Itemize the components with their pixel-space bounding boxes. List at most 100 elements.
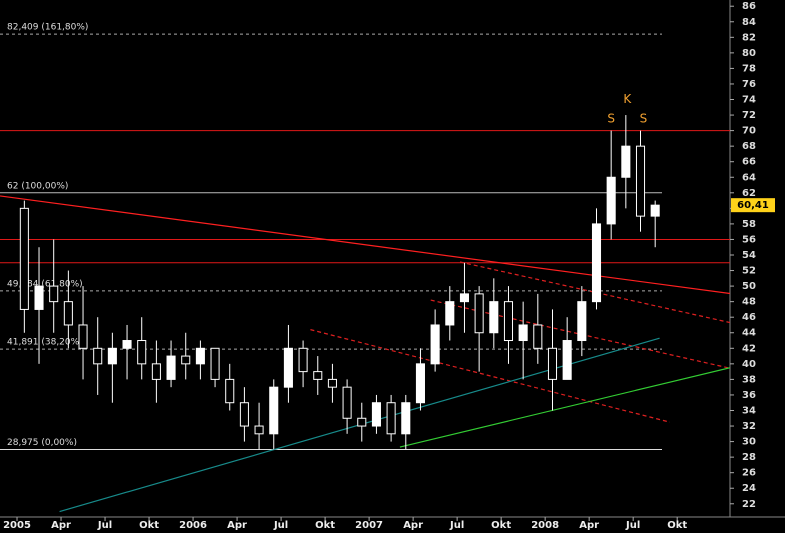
candle-body	[210, 347, 220, 380]
candle-body	[621, 145, 631, 178]
y-tick-label: 48	[742, 297, 756, 308]
x-tick-label: 2005	[3, 520, 31, 531]
y-tick-label: 64	[742, 172, 756, 183]
y-tick-label: 76	[742, 79, 756, 90]
candle-body	[635, 145, 646, 217]
candle-body	[489, 301, 499, 334]
trend-line	[0, 195, 730, 295]
x-tick-label: Apr	[403, 520, 423, 531]
y-tick-label: 82	[742, 32, 756, 43]
y-tick-label: 54	[742, 250, 756, 261]
y-tick-label: 28	[742, 452, 756, 463]
candle-body	[474, 293, 484, 334]
candle-body	[166, 355, 176, 380]
x-tick-label: 2008	[531, 520, 559, 531]
plot-area: 82,409 (161,80%) 62 (100,00%) 49,384 (61,8…	[0, 23, 730, 513]
candle-body	[34, 285, 44, 310]
candle-body	[19, 207, 29, 310]
y-tick-label: 86	[742, 1, 756, 12]
y-tick-label: 26	[742, 468, 756, 479]
x-tick-label: Jul	[273, 520, 288, 531]
candle-body	[195, 347, 205, 365]
level-label: 28,975 (0,00%)	[7, 438, 77, 448]
annotation: S	[607, 111, 615, 125]
candle-body	[122, 340, 132, 349]
candle-body	[269, 386, 279, 435]
candle-body	[298, 347, 308, 373]
price-label: 60,41	[737, 200, 769, 211]
y-tick-label: 66	[742, 157, 756, 168]
level-label: 49,384 (61,80%)	[7, 279, 83, 289]
price-label-box	[731, 198, 775, 213]
y-tick-label: 56	[742, 234, 756, 245]
candle-body	[327, 378, 337, 388]
candle-body	[283, 347, 293, 388]
candle-body	[533, 324, 543, 349]
y-tick-label: 78	[742, 63, 756, 74]
candle-body	[371, 402, 381, 427]
x-tick-label: Jul	[97, 520, 112, 531]
candle-body	[547, 347, 558, 380]
candle-body	[577, 301, 587, 342]
candle-body	[591, 223, 602, 303]
candle-body	[562, 340, 572, 380]
x-tick-label: Jul	[449, 520, 464, 531]
candle-body	[357, 417, 367, 427]
y-tick-label: 42	[742, 343, 756, 354]
y-tick-label: 22	[742, 499, 756, 510]
x-tick-label: Apr	[227, 520, 247, 531]
candle-body	[342, 386, 352, 419]
x-tick-label: Okt	[315, 520, 335, 531]
candle-body	[518, 324, 528, 342]
x-tick-label: 2006	[179, 520, 207, 531]
y-tick-label: 46	[742, 312, 756, 323]
candle-body	[137, 340, 147, 365]
candle-body	[386, 402, 396, 435]
candle-body	[415, 363, 425, 404]
candle-body	[225, 378, 235, 404]
y-tick-label: 30	[742, 437, 756, 448]
candle-body	[459, 293, 469, 303]
y-tick-label: 62	[742, 188, 756, 199]
candle-body	[63, 301, 73, 326]
candle-body	[650, 204, 660, 217]
annotation: S	[640, 111, 648, 125]
x-tick-label: Okt	[139, 520, 159, 531]
y-tick-label: 38	[742, 374, 756, 385]
candle-body	[239, 402, 249, 427]
x-tick-label: Jul	[625, 520, 640, 531]
candle-body	[49, 285, 59, 303]
candle-body	[430, 324, 440, 365]
y-tick-label: 36	[742, 390, 756, 401]
candle-body	[151, 363, 161, 380]
y-tick-label: 70	[742, 126, 756, 137]
x-tick-label: Okt	[491, 520, 511, 531]
x-tick-label: Apr	[579, 520, 599, 531]
annotation: K	[623, 92, 632, 106]
candle-body	[107, 347, 117, 365]
candle-body	[78, 324, 88, 349]
candle-body	[254, 425, 264, 435]
y-tick-label: 84	[742, 17, 756, 28]
trend-line	[399, 367, 730, 448]
y-tick-label: 68	[742, 141, 756, 152]
candle-body	[503, 301, 514, 342]
y-tick-label: 72	[742, 110, 756, 121]
candle-body	[93, 347, 103, 365]
y-tick-label: 74	[742, 95, 756, 106]
candle-body	[401, 402, 411, 435]
y-tick-label: 58	[742, 219, 756, 230]
x-tick-label: Okt	[667, 520, 687, 531]
level-label: 41,891 (38,20%)	[7, 338, 83, 348]
y-tick-label: 40	[742, 359, 756, 370]
level-label: 62 (100,00%)	[7, 181, 68, 191]
trend-line	[430, 299, 730, 369]
candle-body	[606, 176, 616, 225]
y-tick-label: 44	[742, 328, 756, 339]
y-tick-label: 50	[742, 281, 756, 292]
candle-body	[313, 371, 323, 380]
x-tick-label: Apr	[51, 520, 71, 531]
y-tick-label: 24	[742, 483, 756, 494]
